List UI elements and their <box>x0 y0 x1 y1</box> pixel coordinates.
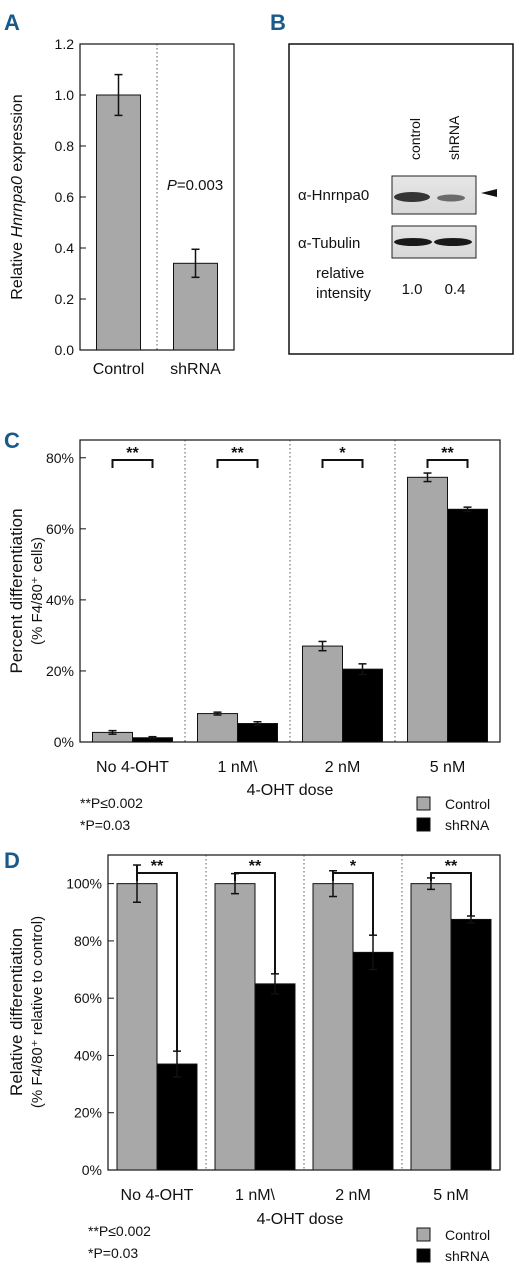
legend-label-shrna: shRNA <box>445 1248 490 1264</box>
panel-c-ylabel-line2: (% F4/80⁺ cells) <box>29 537 46 645</box>
panel-c-significance-bracket <box>216 459 259 468</box>
intensity-label-line1: relative <box>316 265 364 282</box>
panel-d-footnote-2: *P=0.03 <box>88 1245 138 1261</box>
band-tubulin-shrna <box>434 238 472 246</box>
panel-c-footnote-2: *P=0.03 <box>80 817 130 833</box>
legend-swatch-control <box>416 1227 431 1242</box>
panel-c-footnote-1: **P≤0.002 <box>80 795 143 811</box>
panel-d-bar-control <box>312 883 354 1171</box>
panel-d-ylabel-line2: (% F4/80⁺ relative to control) <box>29 916 46 1108</box>
legend-swatch-shrna <box>416 1248 431 1263</box>
panel-a-ytick-label: 1.2 <box>55 36 75 52</box>
panel-d-significance-label: ** <box>249 858 262 875</box>
panel-c-category-label: 5 nM <box>430 759 466 776</box>
panel-d-category-label: 1 nM\ <box>235 1187 276 1204</box>
panel-a-ytick-label: 0.8 <box>55 138 75 154</box>
panel-a-ytick-label: 1.0 <box>55 87 75 103</box>
panel-d-significance-label: ** <box>445 858 458 875</box>
panel-c-significance-label: ** <box>126 445 139 462</box>
panel-d-ytick-label: 60% <box>74 990 102 1006</box>
panel-c-bar-control <box>407 476 448 743</box>
panel-a-ytick-label: 0.2 <box>55 291 75 307</box>
band-tubulin-control <box>394 238 432 246</box>
panel-b-western-blot: control shRNA α-Hnrnpa0 α-Tubulin relati… <box>288 43 514 355</box>
panel-c-chart: 0% 20% 40% 60% 80% ** No 4-OHT ** 1 nM\ * 2 nM ** 5 … <box>7 439 501 833</box>
panel-c-ylabel-line1: Percent differentiation <box>7 508 26 673</box>
panel-c-ytick-label: 80% <box>46 450 74 466</box>
panel-a-ytick-label: 0.4 <box>55 240 75 256</box>
panel-d-bar-control <box>214 883 256 1171</box>
panel-a-chart: 0.0 0.2 0.4 0.6 0.8 1.0 1.2 Control shRNA P=0.0… <box>9 36 235 378</box>
panel-c-bar-shrna <box>342 668 383 743</box>
panel-c-ytick-label: 0% <box>54 734 74 750</box>
panel-a-ylabel: Relative Hnrnpa0 expression <box>9 94 26 299</box>
panel-d-bar-control <box>410 883 452 1171</box>
panel-d-ylabel-line1: Relative differentiation <box>7 928 26 1096</box>
panel-c-significance-bracket <box>321 459 364 468</box>
legend-swatch-shrna <box>416 817 431 832</box>
panel-a-bar-control <box>96 94 141 351</box>
intensity-shrna: 0.4 <box>445 281 466 298</box>
panel-a-ytick-label: 0.6 <box>55 189 75 205</box>
panel-d-bar-shrna <box>254 983 296 1171</box>
panel-c-ytick-label: 60% <box>46 521 74 537</box>
panel-a-category-label: shRNA <box>170 361 221 378</box>
legend-label-shrna: shRNA <box>445 817 490 833</box>
panel-d-bar-shrna <box>352 951 394 1171</box>
panel-d-bar-shrna <box>450 918 492 1171</box>
panel-d-xlabel: 4-OHT dose <box>257 1211 344 1228</box>
row-label-hnrnpa0: α-Hnrnpa0 <box>298 187 369 204</box>
panel-c-significance-bracket <box>111 459 154 468</box>
panel-c-bar-shrna <box>237 723 278 743</box>
panel-d-ytick-label: 100% <box>66 876 102 892</box>
legend-label-control: Control <box>445 1227 490 1243</box>
panel-c-significance-label: * <box>339 445 346 462</box>
legend-swatch-control <box>416 796 431 811</box>
intensity-control: 1.0 <box>402 281 423 298</box>
panel-d-category-label: 5 nM <box>433 1187 469 1204</box>
panel-a-category-label: Control <box>93 361 145 378</box>
panel-c-significance-label: ** <box>231 445 244 462</box>
panel-c-category-label: 2 nM <box>325 759 361 776</box>
panel-a-pvalue: P=0.003 <box>167 177 223 194</box>
panel-b-frame <box>288 43 514 355</box>
panel-c-xlabel: 4-OHT dose <box>247 782 334 799</box>
row-label-tubulin: α-Tubulin <box>298 235 360 252</box>
panel-letter-c: C <box>4 428 20 453</box>
lane-label-shrna: shRNA <box>446 115 462 160</box>
panel-c-bar-control <box>197 713 238 743</box>
panel-d-bar-control <box>116 883 158 1171</box>
panel-c-category-label: 1 nM\ <box>217 759 258 776</box>
panel-c-ytick-label: 20% <box>46 663 74 679</box>
intensity-label-line2: intensity <box>316 285 372 302</box>
panel-d-category-label: 2 nM <box>335 1187 371 1204</box>
panel-c-significance-label: ** <box>441 445 454 462</box>
panel-c-category-label: No 4-OHT <box>96 759 169 776</box>
panel-d-significance-label: ** <box>151 858 164 875</box>
panel-letter-a: A <box>4 10 20 35</box>
panel-d-ytick-label: 20% <box>74 1105 102 1121</box>
panel-d-chart: 0% 20% 40% 60% 80% 100% ** No 4-OHT ** 1 nM\ * 2 nM… <box>7 854 501 1264</box>
panel-letter-d: D <box>4 848 20 873</box>
panel-d-ytick-label: 80% <box>74 933 102 949</box>
arrow-icon <box>481 189 497 197</box>
panel-d-ytick-label: 40% <box>74 1047 102 1063</box>
panel-a-ytick-label: 0.0 <box>55 342 75 358</box>
panel-c-ytick-label: 40% <box>46 592 74 608</box>
panel-d-footnote-1: **P≤0.002 <box>88 1223 151 1239</box>
legend-label-control: Control <box>445 796 490 812</box>
panel-c-bar-shrna <box>447 508 488 743</box>
panel-letter-b: B <box>270 10 286 35</box>
panel-d-ytick-label: 0% <box>82 1162 102 1178</box>
panel-d-bar-shrna <box>156 1063 198 1171</box>
panel-c-bar-control <box>302 645 343 743</box>
band-hnrnpa0-shrna <box>437 194 465 202</box>
panel-d-significance-bracket <box>430 872 472 881</box>
band-hnrnpa0-control <box>394 192 430 202</box>
lane-label-control: control <box>407 118 423 160</box>
panel-d-significance-label: * <box>350 858 357 875</box>
panel-d-category-label: No 4-OHT <box>121 1187 194 1204</box>
panel-c-significance-bracket <box>426 459 469 468</box>
